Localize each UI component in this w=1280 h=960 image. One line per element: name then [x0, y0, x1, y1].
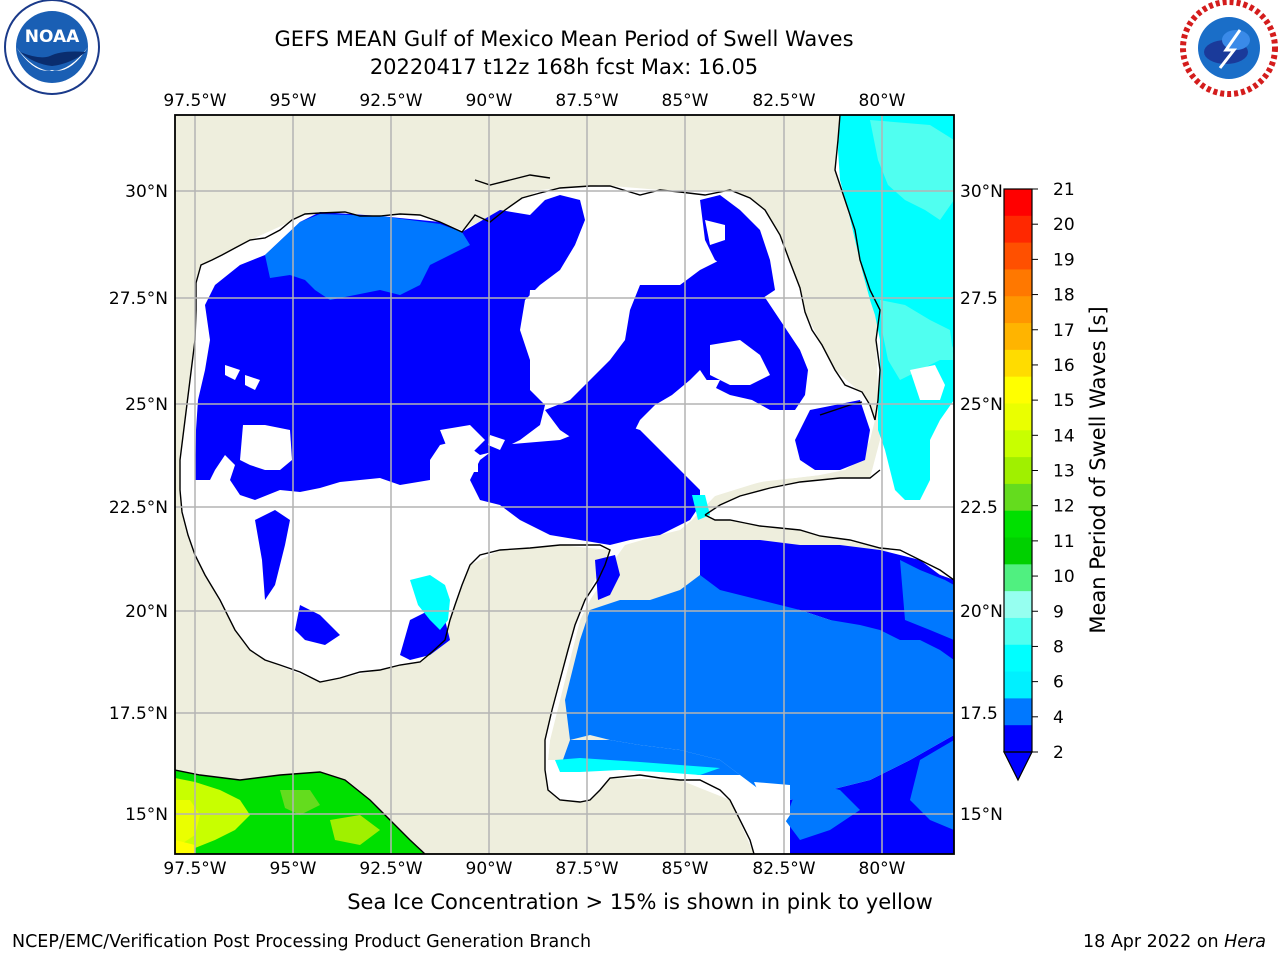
lon-label: 87.5°W [555, 859, 618, 879]
lon-label: 87.5°W [555, 91, 618, 111]
lon-label: 90°W [466, 859, 513, 879]
colorbar-tick-label: 15 [1053, 391, 1075, 411]
credit-left: NCEP/EMC/Verification Post Processing Pr… [12, 932, 592, 952]
colorbar-tick-label: 8 [1053, 637, 1064, 657]
lat-labels-left: 30°N 27.5°N 25°N 22.5°N 20°N 17.5°N 15°N [109, 182, 168, 825]
lat-label: 25°N [960, 395, 1003, 415]
lon-label: 92.5°W [359, 91, 422, 111]
colorbar-tick-label: 17 [1053, 321, 1075, 341]
lat-label: 15°N [125, 805, 168, 825]
lat-label: 20°N [125, 602, 168, 622]
colorbar-tick-label: 10 [1053, 567, 1075, 587]
colorbar-tick-label: 20 [1053, 215, 1075, 235]
colorbar-label: Mean Period of Swell Waves [s] [1086, 306, 1110, 633]
lon-label: 97.5°W [163, 859, 226, 879]
lon-label: 97.5°W [163, 91, 226, 111]
colorbar-tick-label: 11 [1053, 532, 1075, 552]
lat-label: 30°N [960, 182, 1003, 202]
colorbar-segment [1004, 564, 1032, 592]
colorbar-ticks: 21 20 19 18 17 16 15 14 13 12 11 10 9 8 6 4 2 [1032, 180, 1075, 763]
colorbar-segment [1004, 296, 1032, 324]
swell-field-8s [870, 120, 954, 380]
lon-label: 80°W [859, 91, 906, 111]
colorbar-segment [1004, 537, 1032, 565]
lon-label: 85°W [662, 859, 709, 879]
lat-labels-right: 30°N 27.5 25°N 22.5 20°N 17.5 15°N [960, 182, 1003, 825]
lon-labels-bottom: 97.5°W 95°W 92.5°W 90°W 87.5°W 85°W 82.5… [163, 859, 905, 879]
lon-label: 82.5°W [752, 859, 815, 879]
lat-label: 27.5°N [109, 289, 168, 309]
sea-ice-note: Sea Ice Concentration > 15% is shown in … [0, 890, 1280, 914]
map-area [175, 115, 954, 854]
map-frame [174, 114, 955, 855]
colorbar-tick-label: 6 [1053, 673, 1064, 693]
lon-label: 95°W [270, 91, 317, 111]
lon-label: 92.5°W [359, 859, 422, 879]
colorbar [1004, 189, 1032, 753]
colorbar-tick-label: 19 [1053, 250, 1075, 270]
colorbar-tick-label: 12 [1053, 497, 1075, 517]
credit-date: 18 Apr 2022 on [1083, 932, 1225, 952]
lon-label: 80°W [859, 859, 906, 879]
lat-label: 25°N [125, 395, 168, 415]
sea-ice-note-text: Sea Ice Concentration > 15% is shown in … [347, 890, 933, 914]
lat-label: 22.5 [960, 498, 998, 518]
noaa-logo-text: NOAA [25, 27, 80, 47]
colorbar-segment [1004, 189, 1032, 217]
chart-title: GEFS MEAN Gulf of Mexico Mean Period of … [274, 27, 854, 51]
colorbar-tick-label: 4 [1053, 708, 1064, 728]
colorbar-tick-label: 9 [1053, 602, 1064, 622]
lat-label: 30°N [125, 182, 168, 202]
colorbar-segment [1004, 725, 1032, 753]
colorbar-segment [1004, 617, 1032, 646]
no-swell-patches [225, 220, 945, 830]
chart-subtitle: 20220417 t12z 168h fcst Max: 16.05 [369, 55, 759, 79]
lat-label: 22.5°N [109, 498, 168, 518]
lat-label: 17.5°N [109, 704, 168, 724]
colorbar-segment [1004, 698, 1032, 726]
lat-label: 20°N [960, 602, 1003, 622]
colorbar-segment [1004, 242, 1032, 271]
noaa-logo: NOAA [4, 0, 100, 95]
lat-label: 15°N [960, 805, 1003, 825]
colorbar-segment [1004, 349, 1032, 378]
coastlines [175, 115, 954, 854]
colorbar-tick-label: 16 [1053, 356, 1075, 376]
colorbar-segment [1004, 430, 1032, 458]
colorbar-segment [1004, 376, 1032, 405]
colorbar-tick-label: 18 [1053, 286, 1075, 306]
colorbar-extend-arrow [1003, 751, 1033, 782]
colorbar-segment [1004, 644, 1032, 673]
nws-logo [1180, 0, 1278, 97]
lat-label: 17.5 [960, 704, 998, 724]
colorbar-segment [1004, 457, 1032, 485]
credit-host: Hera [1224, 932, 1266, 952]
colorbar-segment [1004, 215, 1032, 244]
lon-label: 82.5°W [752, 91, 815, 111]
colorbar-segment [1004, 403, 1032, 431]
lon-labels-top: 97.5°W 95°W 92.5°W 90°W 87.5°W 85°W 82.5… [163, 91, 905, 111]
credit-right: 18 Apr 2022 on Hera [1083, 932, 1266, 952]
colorbar-segment [1004, 591, 1032, 619]
graticule [175, 115, 954, 854]
lon-label: 90°W [466, 91, 513, 111]
colorbar-segment [1004, 671, 1032, 699]
colorbar-segment [1004, 510, 1032, 539]
colorbar-segment [1004, 323, 1032, 351]
lon-label: 95°W [270, 859, 317, 879]
colorbar-tick-label: 2 [1053, 743, 1064, 763]
colorbar-tick-label: 21 [1053, 180, 1075, 200]
colorbar-segment [1004, 269, 1032, 297]
colorbar-tick-label: 14 [1053, 426, 1075, 446]
lon-label: 85°W [662, 91, 709, 111]
colorbar-tick-label: 13 [1053, 462, 1075, 482]
lat-label: 27.5 [960, 289, 998, 309]
colorbar-segment [1004, 483, 1032, 512]
